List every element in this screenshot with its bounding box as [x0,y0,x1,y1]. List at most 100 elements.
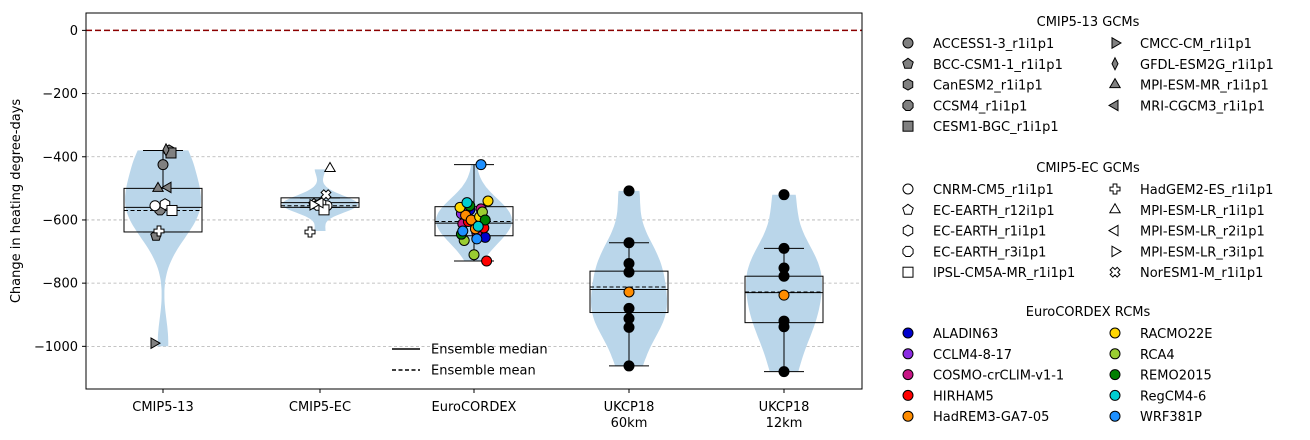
data-point [320,189,332,201]
x-tick-label: UKCP18 [759,400,810,415]
legend-marker [1108,77,1122,89]
legend-label: MRI-CGCM3_r1i1p1 [1140,99,1265,114]
data-point [481,255,493,267]
data-point [778,289,790,301]
legend-marker [902,266,914,278]
grid-lines [86,93,862,347]
x-tick-label: UKCP18 [604,400,655,415]
legend-marker [1109,389,1121,401]
legend-label: HadGEM2-ES_r1i1p1 [1140,183,1273,198]
y-ticks: 0 −200 −400 −600 −800 −1000 [34,24,86,355]
y-tick-label: −200 [42,87,78,102]
data-point [778,366,790,378]
data-point [623,185,635,197]
data-point [461,197,473,209]
data-points [149,142,790,378]
y-axis-label: Change in heating degree-days [9,99,24,304]
data-point [482,195,494,207]
legend-label: EC-EARTH_r1i1p1 [933,225,1046,240]
data-point [153,225,165,237]
x-tick-label-line2: 12km [766,416,803,431]
data-point [166,204,178,216]
legend-label: ACCESS1-3_r1i1p1 [933,37,1054,52]
legend-label: MPI-ESM-LR_r3i1p1 [1140,245,1265,260]
data-point [323,161,337,172]
legend-marker [902,203,914,215]
legend-marker [902,120,914,132]
legend-label: ALADIN63 [933,327,998,342]
legend-label: CESM1-BGC_r1i1p1 [933,120,1059,135]
violin [746,194,822,372]
data-point [318,204,330,216]
legend-label: WRF381P [1140,410,1202,425]
y-tick-label: 0 [70,24,78,39]
legend-marker [902,327,914,339]
legend-label: MPI-ESM-LR_r1i1p1 [1140,204,1265,219]
violin [591,190,667,366]
data-point [149,200,161,212]
legend-marker [1108,202,1122,214]
data-point [479,214,491,226]
data-point [475,159,487,171]
data-point [150,337,161,350]
legend-marker [902,245,914,257]
y-tick-label: −600 [42,213,78,228]
data-point [623,266,635,278]
legend-marker [902,183,914,195]
legend-label: RegCM4-6 [1140,389,1206,404]
data-point [623,302,635,314]
data-point [304,226,316,238]
data-point [457,225,469,237]
data-point [778,189,790,201]
model-legend: CMIP5-13 GCMs ACCESS1-3_r1i1p1 BCC-CSM1-1_… [902,15,1274,425]
legend-title: EuroCORDEX RCMs [1026,305,1151,320]
legend-marker [1109,183,1121,195]
legend-label: EC-EARTH_r12i1p1 [933,204,1055,219]
data-point [623,286,635,298]
ensemble-legend: Ensemble median Ensemble mean [392,343,548,379]
legend-label: IPSL-CM5A-MR_r1i1p1 [933,266,1075,281]
plot-axes: 0 −200 −400 −600 −800 −1000 CMIP5-13 CMIP5-EC E… [9,12,863,431]
legend-label: CCSM4_r1i1p1 [933,99,1027,114]
data-point [623,237,635,249]
legend-label: MPI-ESM-MR_r1i1p1 [1140,79,1269,94]
data-point [623,321,635,333]
legend-marker [1108,224,1119,237]
legend-label: HIRHAM5 [933,389,994,404]
legend-label: CMCC-CM_r1i1p1 [1140,37,1252,52]
x-tick-label: EuroCORDEX [432,400,517,415]
legend-marker [902,389,914,401]
data-point [778,270,790,282]
legend-marker [1108,99,1119,112]
legend-label: HadREM3-GA7-05 [933,410,1049,425]
legend-marker [902,369,914,381]
ensemble-legend-label: Ensemble median [431,343,548,358]
legend-label: CCLM4-8-17 [933,348,1012,363]
legend-label: CNRM-CM5_r1i1p1 [933,183,1054,198]
legend-marker [1109,369,1121,381]
legend-marker [902,99,914,111]
legend-label: MPI-ESM-LR_r2i1p1 [1140,225,1265,240]
violin [125,150,201,347]
legend-label: NorESM1-M_r1i1p1 [1140,266,1263,281]
data-point [468,249,480,261]
legend-title: CMIP5-EC GCMs [1036,161,1140,176]
legend-marker [1111,56,1119,71]
legend-marker [1109,410,1121,422]
y-tick-label: −800 [42,277,78,292]
legend-marker [902,78,914,91]
legend-marker [902,57,914,69]
legend-label: GFDL-ESM2G_r1i1p1 [1140,58,1274,73]
legend-label: RACMO22E [1140,327,1212,342]
y-tick-label: −1000 [34,340,78,355]
legend-marker [1111,36,1122,50]
legend-label: EC-EARTH_r3i1p1 [933,245,1046,260]
legend-marker [902,410,914,422]
ensemble-legend-label: Ensemble mean [431,364,536,379]
legend-marker [902,224,914,237]
legend-label: CanESM2_r1i1p1 [933,79,1043,94]
legend-label: BCC-CSM1-1_r1i1p1 [933,58,1063,73]
data-point [472,220,484,232]
legend-label: COSMO-crCLIM-v1-1 [933,369,1064,384]
